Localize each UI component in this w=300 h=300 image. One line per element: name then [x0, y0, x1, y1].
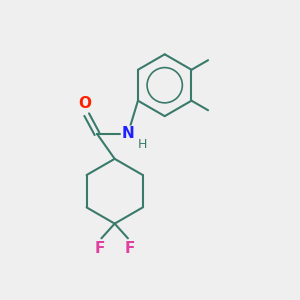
Text: F: F — [124, 241, 135, 256]
Text: H: H — [137, 138, 147, 151]
Text: O: O — [79, 96, 92, 111]
Text: F: F — [95, 241, 105, 256]
Text: N: N — [122, 126, 134, 141]
